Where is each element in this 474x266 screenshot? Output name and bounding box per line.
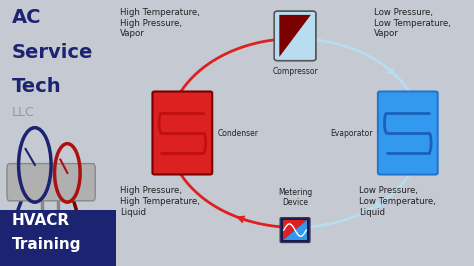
Polygon shape — [283, 220, 307, 240]
Text: Training: Training — [11, 237, 81, 252]
Text: High Temperature,
High Pressure,
Vapor: High Temperature, High Pressure, Vapor — [120, 8, 200, 39]
Text: Compressor: Compressor — [272, 66, 318, 76]
Text: High Pressure,
High Temperature,
Liquid: High Pressure, High Temperature, Liquid — [120, 186, 200, 217]
FancyBboxPatch shape — [280, 218, 310, 243]
Text: Tech: Tech — [11, 77, 61, 96]
Text: Evaporator: Evaporator — [330, 128, 373, 138]
FancyBboxPatch shape — [378, 92, 438, 174]
Text: Low Pressure,
Low Temperature,
Liquid: Low Pressure, Low Temperature, Liquid — [359, 186, 437, 217]
Polygon shape — [279, 15, 311, 57]
Text: Metering
Device: Metering Device — [278, 188, 312, 207]
Text: Condenser: Condenser — [217, 128, 258, 138]
Text: AC: AC — [11, 8, 41, 27]
Text: Service: Service — [11, 43, 93, 61]
FancyBboxPatch shape — [7, 164, 95, 201]
FancyBboxPatch shape — [153, 92, 212, 174]
FancyBboxPatch shape — [0, 210, 116, 266]
Text: HVACR: HVACR — [11, 213, 70, 228]
Text: LLC: LLC — [11, 106, 34, 119]
Polygon shape — [283, 220, 307, 240]
FancyBboxPatch shape — [274, 11, 316, 61]
Text: Low Pressure,
Low Temperature,
Vapor: Low Pressure, Low Temperature, Vapor — [374, 8, 451, 39]
